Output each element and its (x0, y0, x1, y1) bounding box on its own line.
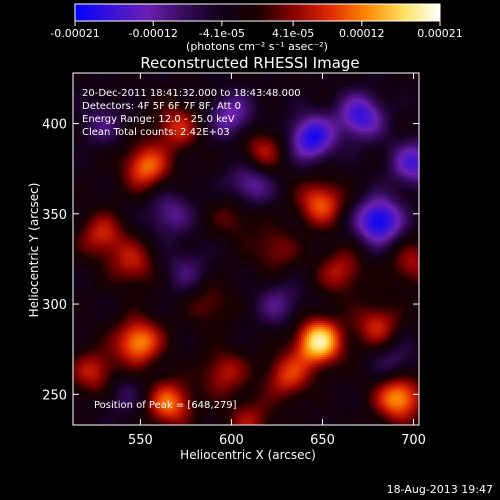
plot-frame (72, 72, 420, 426)
chart-title: Reconstructed RHESSI Image (140, 54, 359, 72)
colorbar (74, 3, 441, 22)
footer-timestamp: 18-Aug-2013 19:47 (387, 483, 493, 496)
colorbar-tick-label: 0.00021 (417, 27, 463, 40)
observation-info: 20-Dec-2011 18:41:32.000 to 18:43:48.000… (82, 88, 301, 138)
observation-info-line: 20-Dec-2011 18:41:32.000 to 18:43:48.000 (82, 88, 301, 99)
y-tick-label: 250 (42, 388, 67, 403)
y-tick-label: 300 (42, 298, 67, 313)
observation-info-line: Detectors: 4F 5F 6F 7F 8F, Att 0 (82, 101, 241, 112)
observation-info-line: Clean Total counts: 2.42E+03 (82, 127, 230, 138)
x-tick-label: 700 (401, 433, 426, 448)
x-axis-label: Heliocentric X (arcsec) (180, 448, 316, 462)
y-tick-label: 350 (42, 208, 67, 223)
colorbar-tick-label: -4.1e-05 (199, 27, 245, 40)
colorbar-tick-label: -0.00021 (50, 27, 99, 40)
heatmap-plot (73, 73, 419, 425)
colorbar-tick-label: -0.00012 (128, 27, 177, 40)
y-axis-label: Heliocentric Y (arcsec) (27, 183, 41, 318)
x-tick-label: 650 (310, 433, 335, 448)
y-tick-label: 400 (42, 118, 67, 133)
colorbar-tick-label: 4.1e-05 (272, 27, 314, 40)
heatmap-image (73, 73, 419, 425)
observation-info-line: Energy Range: 12.0 - 25.0 keV (82, 114, 235, 125)
x-tick-label: 600 (219, 433, 244, 448)
colorbar-tick-label: 0.00012 (339, 27, 385, 40)
y-axis-ticks: 250 300 350 400 (42, 118, 419, 403)
peak-position-label: Position of Peak = [648,279] (94, 400, 237, 411)
x-axis-ticks: 550 600 650 700 (128, 73, 426, 448)
x-tick-label: 550 (128, 433, 153, 448)
colorbar-ticks: -0.00021 -0.00012 -4.1e-05 4.1e-05 0.00012 0.… (50, 21, 463, 40)
colorbar-unit-label: (photons cm⁻² s⁻¹ asec⁻²) (186, 40, 328, 53)
